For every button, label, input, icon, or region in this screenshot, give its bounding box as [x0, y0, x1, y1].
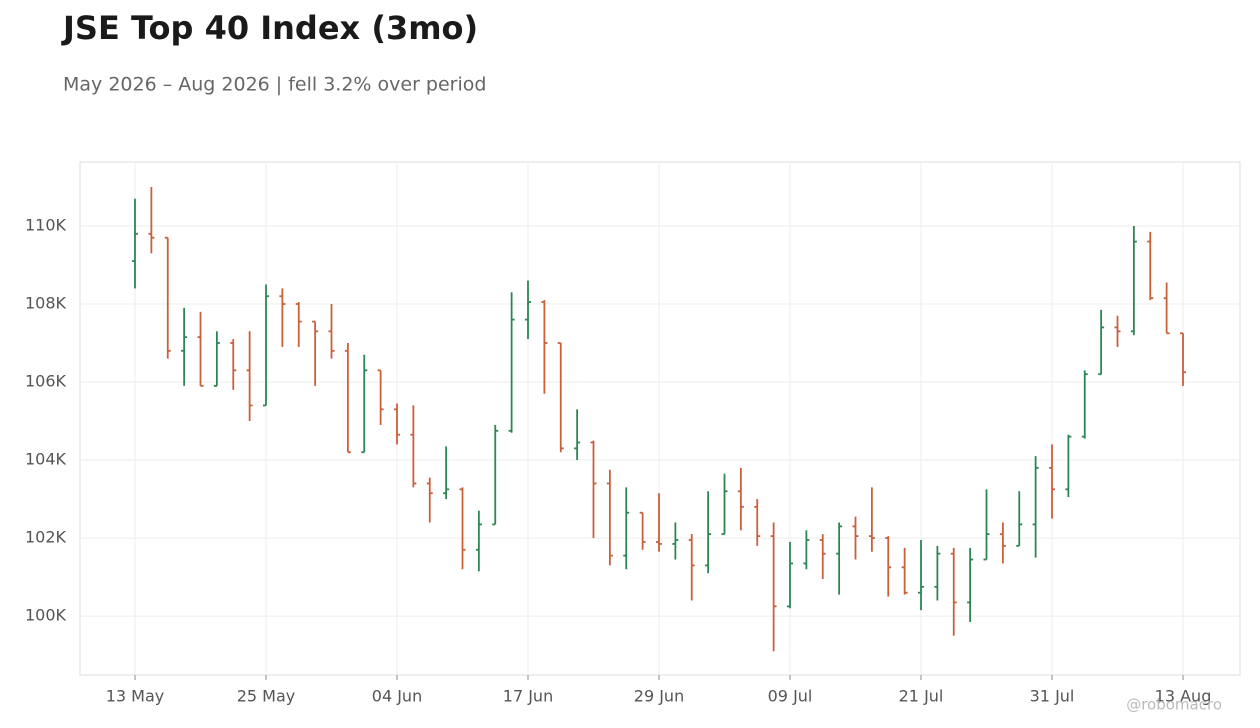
- x-tick-label: 31 Jul: [1030, 687, 1075, 706]
- x-tick-label: 25 May: [237, 687, 296, 706]
- y-tick-label: 108K: [25, 294, 67, 313]
- watermark: @robomacro: [1126, 696, 1222, 714]
- x-tick-label: 13 May: [106, 687, 165, 706]
- x-tick-label: 13 Aug: [1155, 687, 1212, 706]
- plot-frame: [79, 161, 1241, 676]
- y-tick-label: 106K: [25, 372, 67, 391]
- y-tick-label: 102K: [25, 528, 67, 547]
- chart-subtitle: May 2026 – Aug 2026 | fell 3.2% over per…: [63, 74, 486, 96]
- x-tick-label: 04 Jun: [372, 687, 422, 706]
- x-tick-label: 09 Jul: [768, 687, 813, 706]
- x-tick-label: 29 Jun: [634, 687, 684, 706]
- chart-title: JSE Top 40 Index (3mo): [61, 9, 478, 47]
- y-tick-label: 104K: [25, 450, 67, 469]
- y-tick-label: 110K: [25, 215, 67, 234]
- y-tick-label: 100K: [25, 606, 67, 625]
- x-tick-label: 21 Jul: [899, 687, 944, 706]
- x-tick-label: 17 Jun: [503, 687, 553, 706]
